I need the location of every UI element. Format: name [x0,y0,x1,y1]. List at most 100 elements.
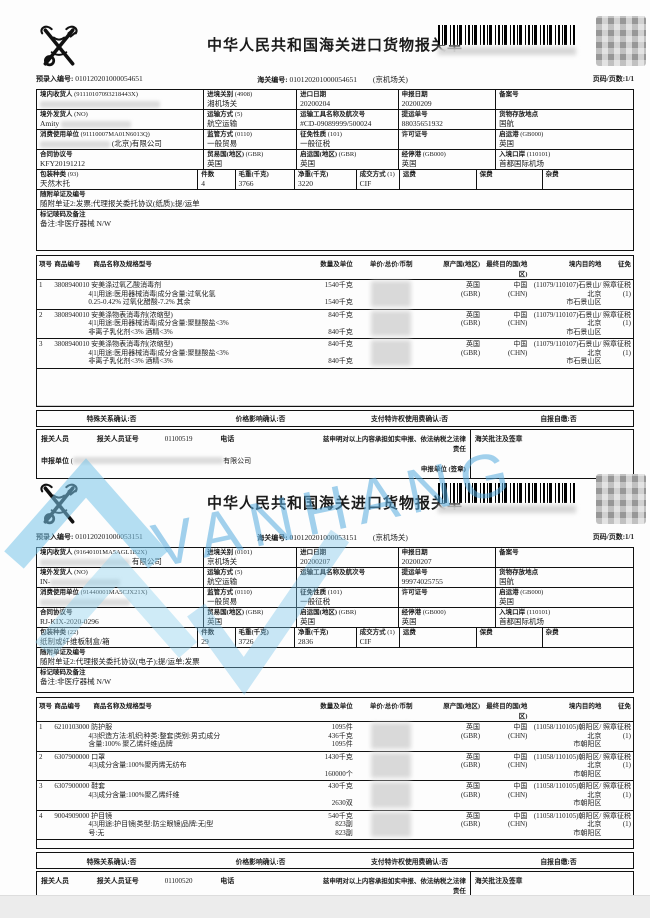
departure-port-value: 英国 [499,139,515,148]
departure-port-code: (GB000) [520,589,544,596]
scan-bottom-band [0,895,650,918]
package-value: 天然木托 [40,179,70,188]
goods-code: 3808940010 [54,340,90,348]
goods-spec: 4|1|用途:医用器械消毒|成分含量:过氧化氢 0.25-0.42% 过氧化醋酸… [88,289,216,307]
freight-label: 运费 [402,171,416,178]
marks-value: 备注:非医疗器械 N/W [40,677,112,686]
contract-value: RJ-KIX-2020-0296 [40,617,99,626]
storage-label: 货物存放地点 [499,569,539,576]
bill-no-label: 提运单号 [401,111,428,118]
storage-value: 国航 [499,119,515,128]
contract-label: 合同协议号 [40,151,73,158]
import-date-label: 进口日期 [300,91,327,98]
transport-mode-value: 航空运输 [207,119,238,128]
consumer-name: (北京)有限公司 [111,139,162,148]
license-label: 许可证号 [401,131,428,138]
shipper-name: Amity [40,119,60,128]
field-misc: 杂费 [543,170,633,189]
supervision-label: 监管方式 [207,131,234,138]
declaration-form-1: 中华人民共和国海关进口货物报关单 预录入编号: 0101202010000546… [36,16,646,479]
goods-header-domestic: 境内目的地 [568,703,602,710]
field-supervision: 监管方式 (0110) 一般贸易 [204,130,298,149]
declarant-id-value: 01100519 [164,434,193,443]
field-stop-port: 经停港 (GB000) 英国 [399,150,497,169]
entry-customs-label: 进境关别 [207,91,234,98]
trade-country-value: 英国 [207,617,223,626]
page-label: 页码/页数: [592,533,626,541]
goods-qty: 1540千克 1540千克 [324,281,353,306]
field-bill-no: 提运单号 99974025755 [399,568,497,587]
contract-label: 合同协议号 [40,609,73,616]
redacted-price [371,310,412,336]
consumer-code: (91440001MA5CJX21X) [80,589,148,596]
goods-dest: 中国 (CHN) [507,782,528,799]
goods-item-no: 1 [39,281,43,289]
stop-port-value: 英国 [401,159,417,168]
form1-barcode-number-redacted [438,47,576,55]
consignee-label: 境内收货人 [40,91,73,98]
goods-code: 9004909000 [54,811,90,820]
transport-mode-code: (5) [234,111,243,118]
deal-mode-label: 成交方式 [359,171,386,178]
departure-port-label: 启运港 [499,131,519,138]
departure-country-code: (GBR) [338,609,357,616]
field-departure-port: 启运港 (GB000) 英国 [496,588,633,607]
goods-domestic: (11058/110105)朝阳区/北京 市朝阳区 [533,723,602,748]
transport-tool-label: 运输工具名称及航次号 [300,569,366,576]
goods-item-no: 3 [39,782,43,790]
bill-no-label: 提运单号 [401,569,428,576]
goods-header-levy: 征免 [617,261,631,268]
goods-levy: 照章征税 (1) [602,752,631,770]
field-levy-nature: 征免性质 (101) 一般征税 [297,130,399,149]
form1-info-table: 境内收货人 (91110107093218443X) 进境关别 (4908) 湘… [36,89,634,251]
field-gross: 毛重(千克) 3726 [236,628,295,647]
storage-value: 国航 [499,577,515,586]
import-date-value: 20200204 [300,99,331,108]
declaration-form-2: 中华人民共和国海关进口货物报关单 预录入编号: 0101202010000531… [36,474,646,918]
field-contract: 合同协议号 RJ-KIX-2020-0296 [37,608,205,627]
goods-domestic: (11079/110107)石景山/北京 市石景山区 [533,340,602,365]
declare-date-value: 20200207 [401,557,432,566]
field-consignee: 境内收货人 (91640101MA5AGL1B2X) 有限公司 [37,548,205,567]
form1-meta-row: 预录入编号: 010120201000054651 海关编号: 01012020… [36,74,634,89]
goods-spec: 4|3|成分含量:100%聚丙烯无纺布 [88,761,187,769]
phone-label: 电话 [220,877,235,885]
redacted-declare-unit [73,457,224,465]
field-record-no: 备案号 [496,90,633,109]
goods-name: 护目镜 [91,811,113,820]
goods-domestic: (11058/110105)朝阳区/北京 市朝阳区 [533,782,602,807]
entry-point-code: (110101) [526,609,551,616]
declarant-label: 报关人员 [41,877,69,885]
supervision-value: 一般贸易 [207,139,238,148]
transport-tool-value: #CD-09089999/500024 [300,119,372,128]
form1-header: 中华人民共和国海关进口货物报关单 [36,16,646,74]
transport-mode-value: 航空运输 [207,577,238,586]
form2-confirmations: 特殊关系确认:否 价格影响确认:否 支付特许权使用费确认:否 自报自缴:否 [36,852,634,869]
goods-levy: 照章征税 (1) [602,281,631,298]
goods-item-no: 2 [39,752,43,761]
phone-label: 电话 [220,434,235,443]
goods-empty-space [37,840,633,848]
shipper-code: (NO) [74,111,88,118]
goods-name: 防护服 [91,723,113,731]
field-marks: 标记唛码及备注 备注:非医疗器械 N/W [37,668,633,692]
misc-label: 杂费 [545,629,559,636]
goods-levy: 照章征税 (1) [602,310,631,328]
goods-dest: 中国 (CHN) [507,752,528,770]
pre-entry-number: 010120201000053151 [75,532,143,541]
redacted-consignee-name [40,558,130,566]
redacted-shipper-name [50,578,121,586]
package-label: 包装种类 [40,171,66,178]
net-label: 净重(千克) [297,171,329,178]
declare-unit-suffix: 有限公司 [223,456,252,465]
pieces-label: 件数 [201,171,215,178]
levy-nature-code: (101) [327,131,342,138]
goods-header-origin: 原产国(地区) [443,703,481,710]
package-label: 包装种类 [40,629,66,636]
field-insurance: 保费 [477,628,543,647]
field-import-date: 进口日期 20200207 [297,548,399,567]
departure-country-value: 英国 [300,617,316,626]
goods-header-domestic: 境内目的地 [568,261,602,268]
goods-name: 鞋套 [91,782,106,790]
field-entry-point: 入境口岸 (110101) 首都国际机场 [496,608,633,627]
